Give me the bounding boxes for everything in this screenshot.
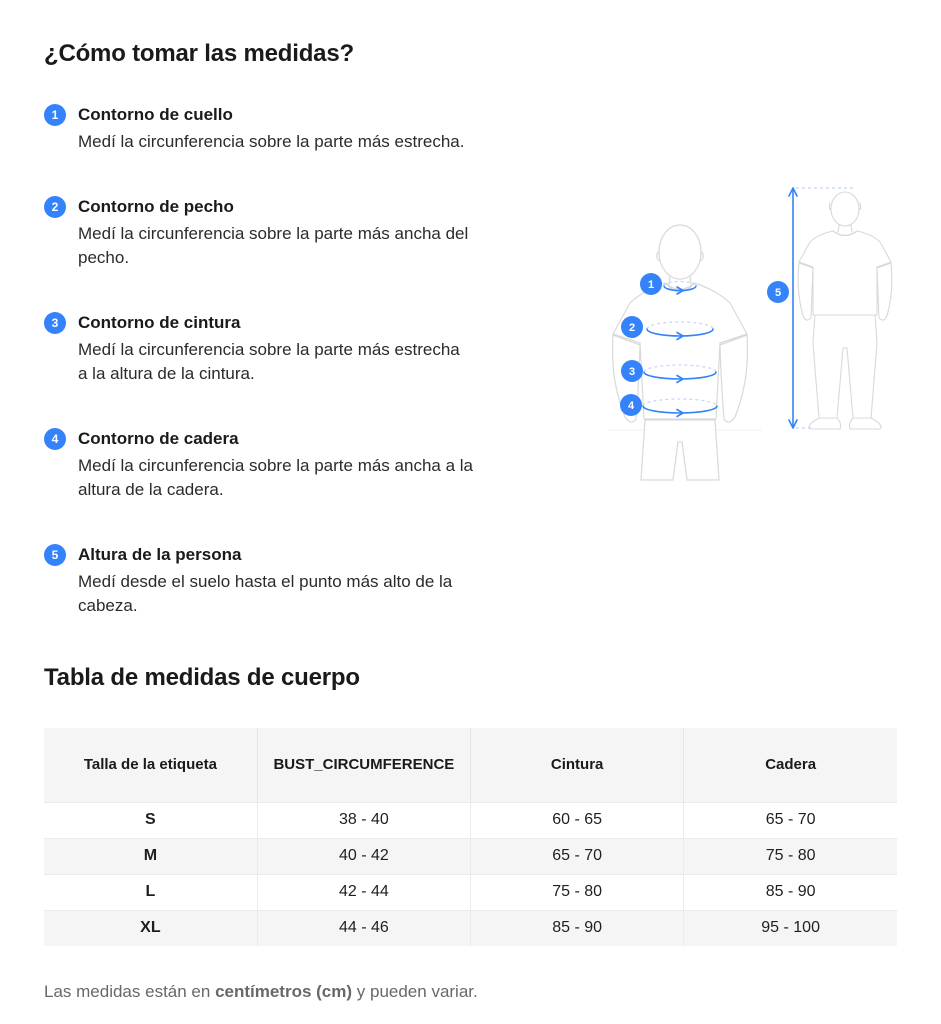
diagram-marker-1: 1	[648, 279, 654, 291]
header-bust: BUST_CIRCUMFERENCE	[256, 728, 471, 802]
instruction-height-title: Altura de la persona	[78, 545, 242, 564]
cell-bust: 44 - 46	[256, 909, 471, 946]
measurement-dashed-arcs	[642, 280, 718, 407]
instruction-height-text: Altura de la persona Medí desde el suelo…	[78, 544, 452, 618]
cell-bust: 40 - 42	[256, 837, 471, 874]
footnote-suffix: y pueden variar.	[352, 982, 478, 1001]
instruction-hip-desc: Medí la circunferencia sobre la parte má…	[78, 456, 473, 499]
diagram-marker-3-circle	[621, 360, 643, 382]
instructions-list: 1 Contorno de cuello Medí la circunferen…	[44, 104, 564, 618]
diagram-marker-1-circle	[640, 273, 662, 295]
measurement-diagram: 1 2 3 4 5	[608, 187, 893, 481]
instructions-and-diagram: 1 Contorno de cuello Medí la circunferen…	[44, 104, 897, 618]
instruction-waist-title: Contorno de cintura	[78, 313, 241, 332]
instruction-chest-desc: Medí la circunferencia sobre la parte má…	[78, 224, 469, 267]
cell-bust: 38 - 40	[256, 801, 471, 838]
instruction-neck-text: Contorno de cuello Medí la circunferenci…	[78, 104, 464, 154]
cell-hip: 85 - 90	[683, 873, 897, 910]
footnote-prefix: Las medidas están en	[44, 982, 216, 1001]
full-body-figure	[797, 191, 893, 430]
instruction-neck: 1 Contorno de cuello Medí la circunferen…	[44, 104, 564, 154]
size-table: Talla de la etiqueta BUST_CIRCUMFERENCE …	[44, 728, 897, 946]
diagram-marker-5: 5	[775, 287, 781, 299]
cell-bust: 42 - 44	[256, 873, 471, 910]
step-4-badge: 4	[44, 428, 66, 450]
diagram-marker-2: 2	[629, 322, 635, 334]
instruction-neck-desc: Medí la circunferencia sobre la parte má…	[78, 132, 465, 151]
cell-size: M	[44, 837, 258, 874]
instruction-height: 5 Altura de la persona Medí desde el sue…	[44, 544, 564, 618]
diagram-area: 1 2 3 4 5	[600, 104, 940, 618]
instruction-hip-title: Contorno de cadera	[78, 429, 239, 448]
height-measure-line	[788, 187, 854, 429]
cell-hip: 95 - 100	[683, 909, 897, 946]
diagram-marker-5-circle	[767, 281, 789, 303]
measurement-arcs	[642, 285, 718, 418]
cell-size: S	[44, 801, 258, 838]
size-table-title: Tabla de medidas de cuerpo	[44, 664, 360, 691]
step-2-badge: 2	[44, 196, 66, 218]
diagram-marker-4: 4	[628, 400, 635, 412]
step-1-badge: 1	[44, 104, 66, 126]
table-row: L 42 - 44 75 - 80 85 - 90	[44, 873, 897, 910]
step-5-badge: 5	[44, 544, 66, 566]
instruction-waist: 3 Contorno de cintura Medí la circunfere…	[44, 312, 564, 386]
header-hip: Cadera	[683, 728, 897, 802]
size-table-header: Talla de la etiqueta BUST_CIRCUMFERENCE …	[44, 728, 897, 802]
instruction-waist-text: Contorno de cintura Medí la circunferenc…	[78, 312, 460, 386]
header-waist: Cintura	[469, 728, 684, 802]
instruction-chest: 2 Contorno de pecho Medí la circunferenc…	[44, 196, 564, 270]
page-title: ¿Cómo tomar las medidas?	[44, 40, 354, 67]
header-size-label: Talla de la etiqueta	[44, 728, 258, 802]
torso-figure	[611, 224, 749, 481]
diagram-marker-4-circle	[620, 394, 642, 416]
instruction-neck-title: Contorno de cuello	[78, 105, 233, 124]
cell-waist: 65 - 70	[469, 837, 684, 874]
cell-size: L	[44, 873, 258, 910]
cell-hip: 65 - 70	[683, 801, 897, 838]
cell-waist: 75 - 80	[469, 873, 684, 910]
cell-waist: 85 - 90	[469, 909, 684, 946]
diagram-markers: 1 2 3 4 5	[620, 273, 789, 416]
instruction-chest-title: Contorno de pecho	[78, 197, 234, 216]
diagram-marker-2-circle	[621, 316, 643, 338]
instruction-waist-desc: Medí la circunferencia sobre la parte má…	[78, 340, 460, 383]
footnote-units: centímetros (cm)	[215, 982, 353, 1001]
diagram-marker-3: 3	[629, 366, 635, 378]
units-footnote: Las medidas están en centímetros (cm) y …	[44, 982, 897, 1002]
cell-size: XL	[44, 909, 258, 946]
instruction-hip-text: Contorno de cadera Medí la circunferenci…	[78, 428, 473, 502]
cell-hip: 75 - 80	[683, 837, 897, 874]
table-row: XL 44 - 46 85 - 90 95 - 100	[44, 909, 897, 946]
cell-waist: 60 - 65	[469, 801, 684, 838]
step-3-badge: 3	[44, 312, 66, 334]
instruction-chest-text: Contorno de pecho Medí la circunferencia…	[78, 196, 468, 270]
instruction-hip: 4 Contorno de cadera Medí la circunferen…	[44, 428, 564, 502]
instruction-height-desc: Medí desde el suelo hasta el punto más a…	[78, 572, 453, 615]
table-row: M 40 - 42 65 - 70 75 - 80	[44, 837, 897, 874]
table-row: S 38 - 40 60 - 65 65 - 70	[44, 801, 897, 838]
